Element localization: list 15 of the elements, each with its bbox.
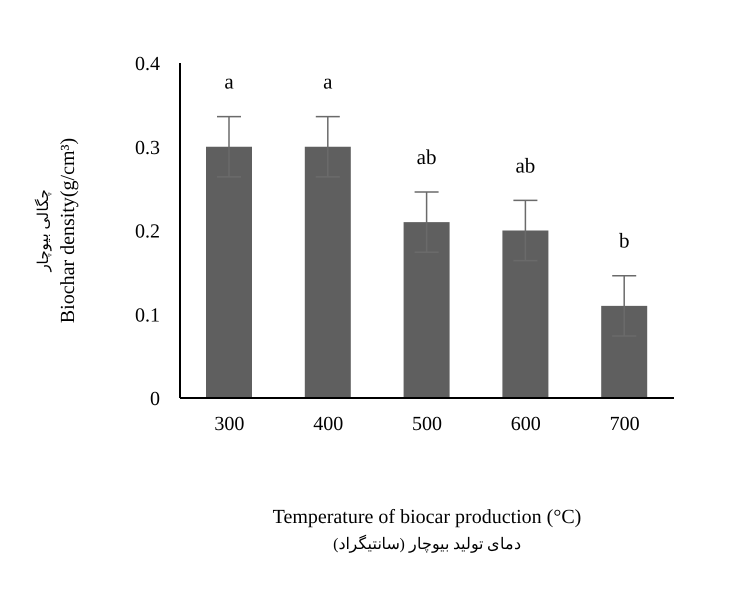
annotation: a bbox=[323, 70, 334, 94]
y-tick-label: 0 bbox=[150, 388, 160, 410]
x-tick-label: 700 bbox=[610, 413, 640, 436]
y-tick-label: 0.4 bbox=[135, 53, 160, 76]
x-tick-label: 300 bbox=[214, 413, 244, 436]
annotation: ab bbox=[416, 144, 437, 169]
annotation: a bbox=[224, 70, 234, 94]
x-tick-label: 400 bbox=[313, 413, 344, 436]
annotation: ab bbox=[515, 153, 536, 178]
x-tick-label: 500 bbox=[412, 413, 442, 436]
y-tick-label: 0.1 bbox=[135, 304, 160, 326]
y-tick-label: 0.3 bbox=[135, 136, 160, 159]
x-tick-label: 600 bbox=[510, 413, 541, 436]
annotation: b bbox=[618, 228, 630, 253]
y-tick-label: 0.2 bbox=[135, 220, 160, 243]
